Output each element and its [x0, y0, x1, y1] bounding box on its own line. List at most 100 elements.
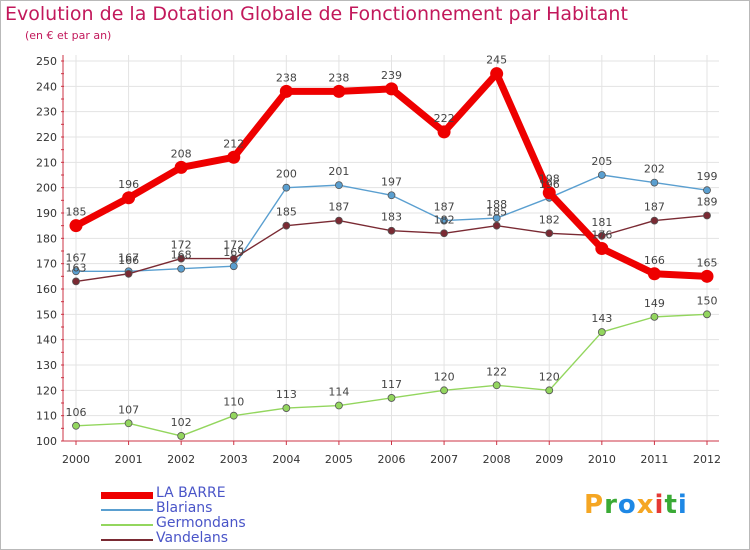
x-tick-label: 2012	[693, 453, 721, 466]
data-point	[597, 328, 606, 336]
data-point	[282, 183, 291, 192]
data-point	[229, 254, 238, 263]
data-label: 165	[697, 256, 718, 269]
data-point	[69, 219, 83, 233]
logo-letter: t	[664, 490, 678, 520]
y-tick-label: 180	[36, 232, 57, 245]
data-label: 102	[171, 416, 192, 429]
data-label: 222	[434, 112, 455, 125]
data-label: 172	[223, 239, 244, 252]
y-tick-label: 110	[36, 410, 57, 423]
x-tick-label: 2002	[167, 453, 195, 466]
data-point	[335, 181, 343, 190]
legend-swatch	[101, 491, 153, 499]
x-tick-label: 2008	[483, 453, 511, 466]
logo-letter: i	[654, 490, 665, 520]
data-point	[229, 411, 238, 420]
data-point	[440, 216, 448, 225]
data-point	[703, 211, 711, 220]
data-label: 188	[486, 198, 507, 211]
data-point	[229, 262, 238, 271]
data-point	[227, 150, 241, 164]
legend-label: LA BARRE	[156, 485, 226, 501]
data-point	[177, 254, 186, 263]
data-label: 120	[434, 370, 455, 383]
data-point	[177, 432, 186, 440]
data-label: 113	[276, 388, 297, 401]
data-label: 166	[118, 254, 139, 267]
data-label: 181	[591, 216, 612, 229]
data-point	[440, 229, 448, 238]
legend-label: Germondans	[156, 515, 246, 531]
data-label: 172	[171, 239, 192, 252]
data-label: 167	[66, 251, 87, 264]
data-label: 245	[486, 54, 507, 67]
data-label: 197	[381, 175, 402, 188]
data-point	[545, 386, 554, 395]
x-tick-label: 2003	[220, 453, 248, 466]
data-point	[282, 404, 291, 412]
data-label: 143	[591, 312, 612, 325]
data-label: 122	[486, 365, 507, 378]
data-label: 176	[591, 228, 612, 241]
data-label: 187	[328, 201, 349, 214]
data-point	[124, 269, 133, 278]
data-label: 110	[223, 396, 244, 409]
x-tick-label: 2011	[640, 453, 668, 466]
x-tick-label: 2007	[430, 453, 458, 466]
logo-letter: P	[584, 490, 605, 520]
data-point	[703, 310, 711, 319]
data-point	[597, 171, 606, 179]
data-label: 168	[171, 249, 192, 262]
data-point	[387, 394, 396, 402]
y-tick-label: 210	[36, 156, 57, 169]
x-tick-label: 2006	[378, 453, 406, 466]
data-point	[385, 82, 398, 96]
data-label: 106	[66, 406, 87, 419]
data-point	[335, 216, 343, 225]
data-label: 196	[539, 178, 560, 191]
data-point	[279, 84, 293, 98]
data-point	[124, 419, 133, 428]
data-label: 182	[539, 213, 560, 226]
data-label: 199	[697, 170, 718, 183]
data-label: 166	[644, 254, 665, 267]
y-tick-label: 230	[36, 106, 57, 119]
y-tick-label: 130	[36, 359, 57, 372]
data-point	[122, 191, 136, 205]
data-label: 163	[66, 261, 87, 274]
data-label: 169	[223, 246, 244, 259]
data-point	[177, 264, 186, 273]
y-tick-label: 160	[36, 283, 57, 296]
data-label: 208	[171, 147, 192, 160]
data-point	[595, 241, 609, 255]
data-label: 212	[223, 137, 244, 150]
data-label: 198	[539, 173, 560, 186]
y-tick-label: 170	[36, 258, 57, 271]
data-label: 201	[328, 165, 349, 178]
data-label: 238	[276, 71, 297, 84]
data-label: 185	[66, 206, 87, 219]
data-label: 196	[118, 178, 139, 191]
data-label: 187	[644, 201, 665, 214]
data-point	[650, 216, 659, 225]
data-label: 189	[697, 196, 718, 209]
x-tick-label: 2000	[62, 453, 90, 466]
data-label: 202	[644, 163, 665, 176]
y-tick-label: 240	[36, 80, 57, 93]
data-point	[492, 221, 501, 230]
data-label: 107	[118, 403, 139, 416]
data-point	[647, 267, 661, 281]
data-point	[700, 269, 714, 283]
data-label: 120	[539, 370, 560, 383]
data-label: 200	[276, 168, 297, 181]
data-point	[492, 381, 501, 390]
data-label: 238	[328, 71, 349, 84]
data-point	[542, 186, 556, 200]
data-point	[72, 267, 80, 276]
data-point	[437, 125, 451, 139]
y-tick-label: 150	[36, 308, 57, 321]
logo-letter: o	[617, 490, 637, 520]
